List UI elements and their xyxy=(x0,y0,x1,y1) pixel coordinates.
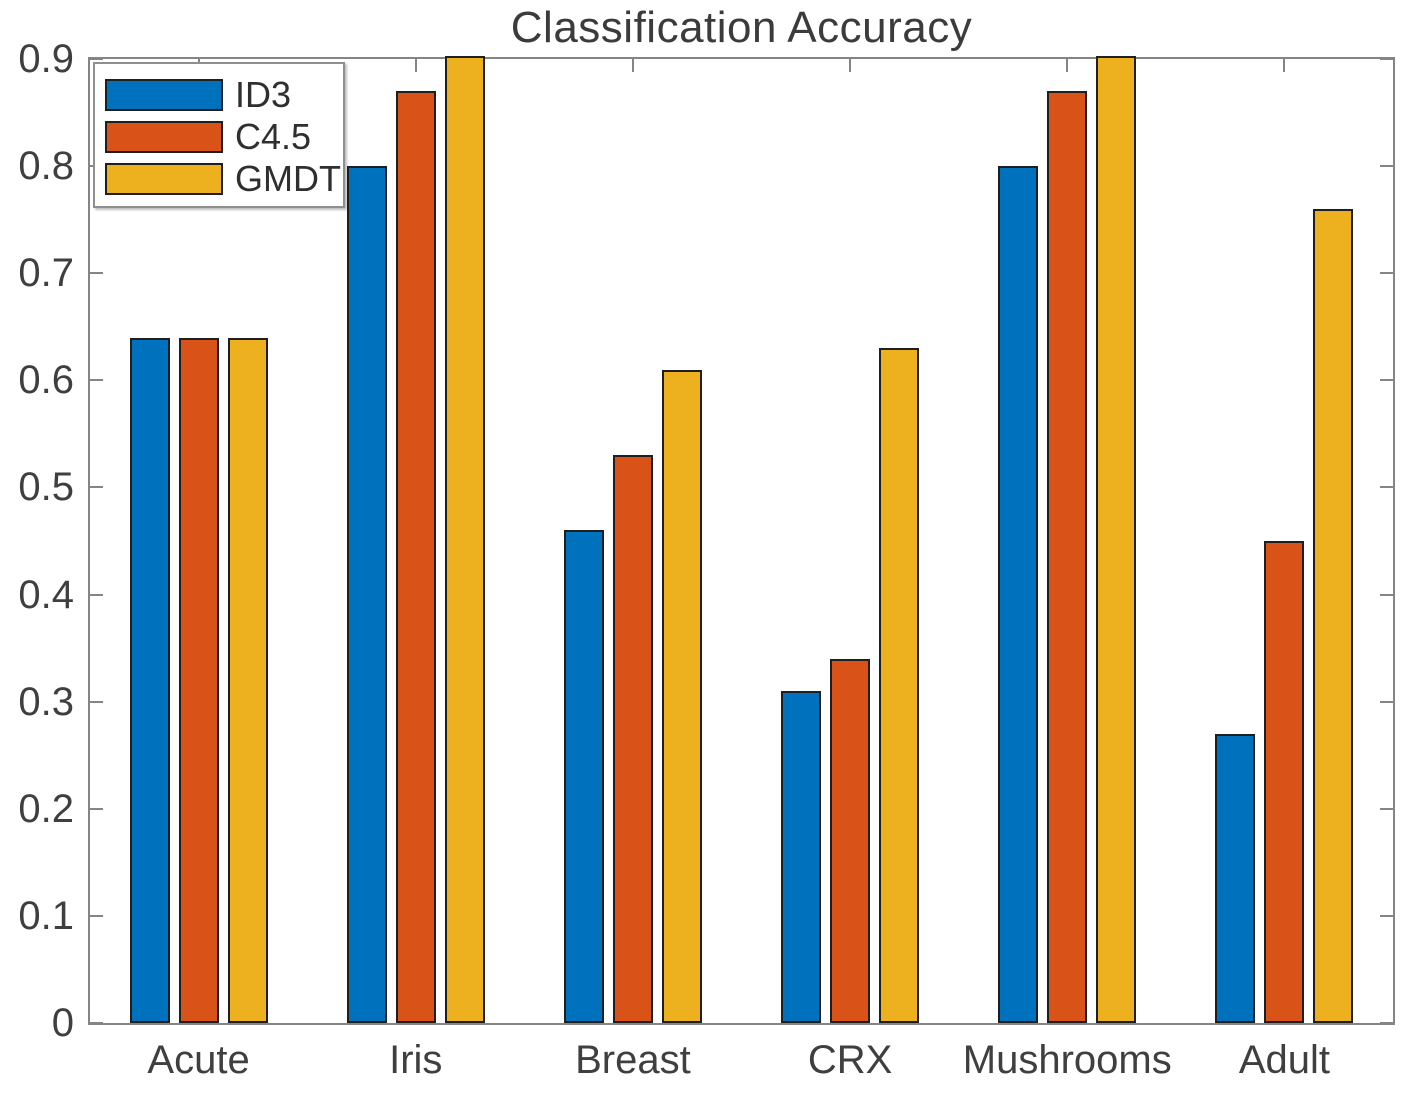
legend-entry-id3: ID3 xyxy=(105,74,343,116)
y-axis-tick-label: 0 xyxy=(51,1001,74,1045)
plot-inner xyxy=(90,56,1393,1024)
x-axis-category-label: Adult xyxy=(1238,1038,1330,1082)
bar-gmdt-mushrooms xyxy=(1096,56,1137,1023)
bar-id3-breast xyxy=(563,530,604,1023)
y-axis-tick-label: 0.1 xyxy=(18,893,74,938)
bar-c45-mushrooms xyxy=(1047,91,1088,1023)
y-tick-mark xyxy=(90,593,103,596)
y-tick-mark xyxy=(90,379,103,382)
y-tick-mark xyxy=(1380,379,1393,382)
x-tick-mark xyxy=(631,59,634,72)
bar-id3-crx xyxy=(781,690,822,1023)
bar-c45-crx xyxy=(830,658,871,1023)
y-tick-mark xyxy=(90,486,103,489)
y-axis-tick-label: 0.5 xyxy=(18,465,74,510)
bar-gmdt-acute xyxy=(227,337,268,1023)
x-axis-category-label: Iris xyxy=(389,1038,443,1082)
x-tick-mark xyxy=(849,59,852,72)
bar-id3-iris xyxy=(346,166,387,1023)
bar-c45-acute xyxy=(178,337,219,1023)
bar-gmdt-crx xyxy=(879,348,920,1023)
plot-area: ID3 C4.5 GMDT xyxy=(88,56,1395,1025)
y-axis-tick-label: 0.3 xyxy=(18,679,74,724)
y-tick-mark xyxy=(1380,700,1393,703)
y-tick-mark xyxy=(1380,165,1393,168)
y-axis-tick-label: 0.9 xyxy=(18,37,74,81)
legend: ID3 C4.5 GMDT xyxy=(93,62,345,208)
bar-id3-adult xyxy=(1215,733,1256,1023)
y-tick-mark xyxy=(1380,1022,1393,1024)
y-tick-mark xyxy=(1380,272,1393,275)
legend-entry-c45: C4.5 xyxy=(105,116,343,158)
y-tick-mark xyxy=(1380,486,1393,489)
y-tick-mark xyxy=(90,807,103,810)
legend-label: ID3 xyxy=(235,74,292,115)
y-axis-tick-label: 0.8 xyxy=(18,144,74,189)
bar-c45-iris xyxy=(395,91,436,1023)
legend-label: C4.5 xyxy=(235,116,312,157)
bar-c45-breast xyxy=(612,455,653,1023)
legend-swatch-c45 xyxy=(105,121,223,153)
y-tick-mark xyxy=(90,58,103,60)
y-tick-mark xyxy=(90,1022,103,1024)
legend-swatch-gmdt xyxy=(105,163,223,195)
bar-id3-mushrooms xyxy=(998,166,1039,1023)
bar-gmdt-breast xyxy=(661,369,702,1023)
y-axis-tick-label: 0.7 xyxy=(18,251,74,296)
legend-entry-gmdt: GMDT xyxy=(105,158,343,200)
y-axis-tick-label: 0.4 xyxy=(18,572,74,617)
x-axis-category-label: Acute xyxy=(147,1038,250,1082)
x-axis-category-label: Mushrooms xyxy=(962,1038,1172,1082)
y-axis-tick-label: 0.2 xyxy=(18,786,74,831)
chart-title: Classification Accuracy xyxy=(510,3,973,52)
y-tick-mark xyxy=(90,914,103,917)
y-tick-mark xyxy=(90,272,103,275)
y-tick-mark xyxy=(1380,58,1393,60)
y-axis-tick-label: 0.6 xyxy=(18,358,74,403)
x-tick-mark xyxy=(414,59,417,72)
y-tick-mark xyxy=(1380,807,1393,810)
legend-swatch-id3 xyxy=(105,79,223,111)
y-tick-mark xyxy=(1380,593,1393,596)
x-tick-mark xyxy=(1066,59,1069,72)
legend-label: GMDT xyxy=(235,158,341,199)
x-tick-mark xyxy=(1283,59,1286,72)
bar-gmdt-adult xyxy=(1313,208,1354,1023)
y-tick-mark xyxy=(90,700,103,703)
x-axis-category-label: CRX xyxy=(807,1038,893,1082)
x-axis-category-label: Breast xyxy=(575,1038,691,1082)
bar-c45-adult xyxy=(1264,541,1305,1023)
bar-id3-acute xyxy=(129,337,170,1023)
y-tick-mark xyxy=(1380,914,1393,917)
bar-gmdt-iris xyxy=(444,56,485,1023)
